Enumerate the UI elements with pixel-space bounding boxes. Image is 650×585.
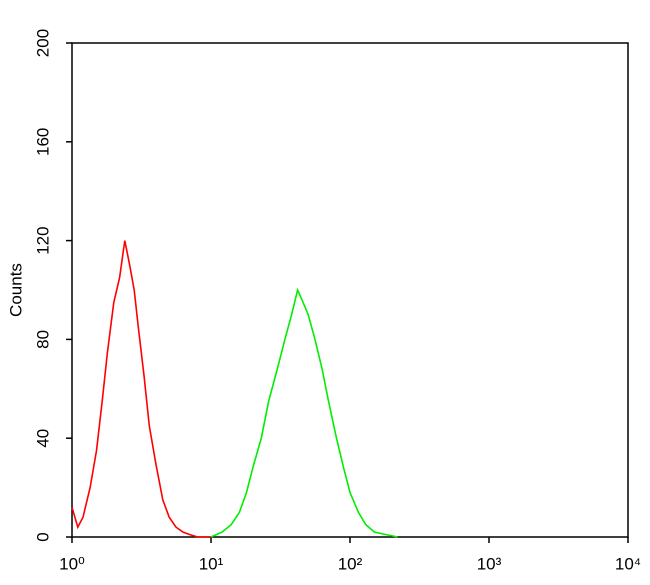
x-tick-label: 10⁴ (615, 554, 641, 573)
histogram-line (71, 240, 211, 538)
x-tick-label: 10⁰ (59, 554, 85, 573)
x-tick-label: 10² (338, 554, 363, 573)
x-tick-label: 10¹ (199, 554, 224, 573)
histogram-line (210, 287, 398, 538)
y-tick-label: 160 (33, 128, 52, 156)
y-axis-label: Counts (6, 263, 25, 317)
y-tick-label: 200 (33, 29, 52, 57)
x-tick-label: 10³ (477, 554, 502, 573)
y-tick-label: 120 (33, 226, 52, 254)
y-tick-label: 40 (33, 429, 52, 448)
y-tick-label: 0 (33, 532, 52, 541)
y-tick-label: 80 (33, 330, 52, 349)
